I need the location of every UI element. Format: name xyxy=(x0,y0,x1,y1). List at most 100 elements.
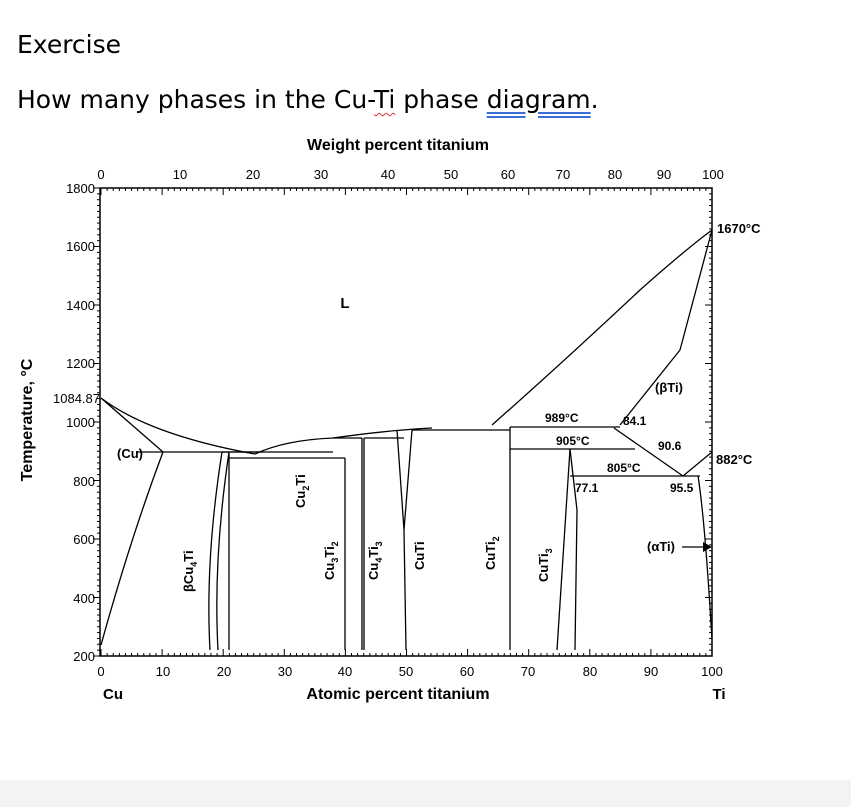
y-tick-label: 800 xyxy=(73,474,95,489)
liquidus-cu-side xyxy=(100,397,256,455)
top-tick-label: 50 xyxy=(444,167,458,182)
label-cuti: CuTi xyxy=(412,541,427,570)
label-cu-phase: (Cu) xyxy=(117,446,143,461)
top-tick-label: 100 xyxy=(702,167,724,182)
label-cu4ti3-sub2: 3 xyxy=(374,541,384,546)
top-tick-label: 40 xyxy=(381,167,395,182)
bcu4ti-left xyxy=(208,451,223,651)
bottom-tick-label: 90 xyxy=(644,664,658,679)
cuti-range xyxy=(396,429,413,531)
alpha-ti-solvus xyxy=(697,475,713,641)
bottom-strip xyxy=(0,780,851,807)
y-tick-label: 400 xyxy=(73,591,95,606)
label-cu3ti2-mid: Ti xyxy=(322,546,337,557)
label-alpha-ti: (αTi) xyxy=(647,539,675,554)
annotation-905: 905°C xyxy=(556,434,590,448)
y-tick-label: 1600 xyxy=(66,239,95,254)
annotation-882: 882°C xyxy=(716,452,753,467)
top-tick-label: 0 xyxy=(97,167,104,182)
label-cuti2-sub: 2 xyxy=(491,536,501,541)
label-cu3ti2-sub1: 3 xyxy=(330,558,340,563)
liquidus-middle xyxy=(254,427,433,455)
bottom-tick-label: 50 xyxy=(399,664,413,679)
bottom-tick-label: 70 xyxy=(521,664,535,679)
left-axis-title: Temperature, °C xyxy=(19,358,36,481)
label-bcu4ti: βCu4Ti xyxy=(181,550,199,592)
label-cuti3: CuTi3 xyxy=(536,548,554,582)
label-cu4ti3: Cu4Ti3 xyxy=(366,541,384,580)
label-cuti3-main: CuTi xyxy=(536,553,551,582)
label-bcu4ti-sub: 4 xyxy=(189,562,199,567)
label-beta-ti: (βTi) xyxy=(655,380,683,395)
liquidus-ti-side xyxy=(491,229,713,426)
svg-text:CuTi2: CuTi2 xyxy=(483,536,501,570)
y-tick-label: 1200 xyxy=(66,356,95,371)
annotation-95-5: 95.5 xyxy=(670,481,694,495)
top-tick-label: 30 xyxy=(314,167,328,182)
bcu4ti-right xyxy=(216,451,230,651)
question-ti: Ti xyxy=(373,85,396,114)
label-cuti2: CuTi2 xyxy=(483,536,501,570)
bottom-tick-label: 60 xyxy=(460,664,474,679)
cuti3-left xyxy=(556,448,571,651)
top-tick-label: 60 xyxy=(501,167,515,182)
label-cu4ti3-mid: Ti xyxy=(366,546,381,557)
svg-text:Cu4Ti3: Cu4Ti3 xyxy=(366,541,384,580)
solidus-cu xyxy=(100,397,164,453)
cuti-line xyxy=(403,529,407,651)
question-period: . xyxy=(590,85,599,114)
beta-transus-left xyxy=(613,427,684,477)
svg-text:Cu2Ti: Cu2Ti xyxy=(293,474,311,508)
solvus-cu xyxy=(100,451,164,646)
left-element-label: Cu xyxy=(103,686,123,703)
label-cu4ti3-sub1: 4 xyxy=(374,558,384,563)
annotation-77-1: 77.1 xyxy=(575,481,599,495)
label-cu3ti2-sub2: 2 xyxy=(330,541,340,546)
label-cu2ti-main: Cu xyxy=(293,491,308,508)
label-cu2ti: Cu2Ti xyxy=(293,474,311,508)
annotation-84-1: 84.1 xyxy=(623,414,647,428)
bottom-tick-label: 100 xyxy=(701,664,723,679)
beta-transus-right xyxy=(682,451,713,477)
bottom-tick-label: 30 xyxy=(278,664,292,679)
svg-text:CuTi3: CuTi3 xyxy=(536,548,554,582)
question-middle: phase xyxy=(395,85,487,114)
question-diagram: diagram xyxy=(486,85,591,114)
top-tick-label: 20 xyxy=(246,167,260,182)
alpha-ti-arrowhead xyxy=(703,542,712,552)
annotation-90-6: 90.6 xyxy=(658,439,682,453)
label-bcu4ti-main: βCu xyxy=(181,567,196,592)
y-tick-label: 1000 xyxy=(66,415,95,430)
bottom-tick-label: 40 xyxy=(338,664,352,679)
top-axis-title: Weight percent titanium xyxy=(307,137,489,154)
cuti3-right xyxy=(569,448,578,651)
y-tick-label: 1400 xyxy=(66,298,95,313)
label-cu2ti-sub: 2 xyxy=(301,486,311,491)
label-cuti2-main: CuTi xyxy=(483,541,498,570)
label-cu2ti-end: Ti xyxy=(293,474,308,485)
label-liquid: L xyxy=(340,295,349,312)
top-tick-label: 10 xyxy=(173,167,187,182)
solidus-beta-ti xyxy=(619,229,713,426)
annotation-989: 989°C xyxy=(545,411,579,425)
y-tick-label: 1084.87 xyxy=(53,391,100,406)
bottom-axis-title: Atomic percent titanium xyxy=(306,686,489,703)
slide-title: Exercise xyxy=(17,30,122,59)
top-tick-label: 70 xyxy=(556,167,570,182)
right-element-label: Ti xyxy=(712,686,725,703)
label-cu4ti3-main: Cu xyxy=(366,563,381,580)
label-cuti-text: CuTi xyxy=(412,541,427,570)
top-tick-label: 80 xyxy=(608,167,622,182)
label-bcu4ti-end: Ti xyxy=(181,550,196,561)
svg-text:Cu3Ti2: Cu3Ti2 xyxy=(322,541,340,580)
annotation-805: 805°C xyxy=(607,461,641,475)
y-tick-label: 200 xyxy=(73,649,95,664)
top-tick-label: 90 xyxy=(657,167,671,182)
label-cu3ti2: Cu3Ti2 xyxy=(322,541,340,580)
svg-text:βCu4Ti: βCu4Ti xyxy=(181,550,199,592)
bottom-tick-label: 0 xyxy=(97,664,104,679)
bottom-tick-label: 20 xyxy=(217,664,231,679)
annotation-1670: 1670°C xyxy=(717,221,761,236)
bottom-tick-label: 80 xyxy=(583,664,597,679)
